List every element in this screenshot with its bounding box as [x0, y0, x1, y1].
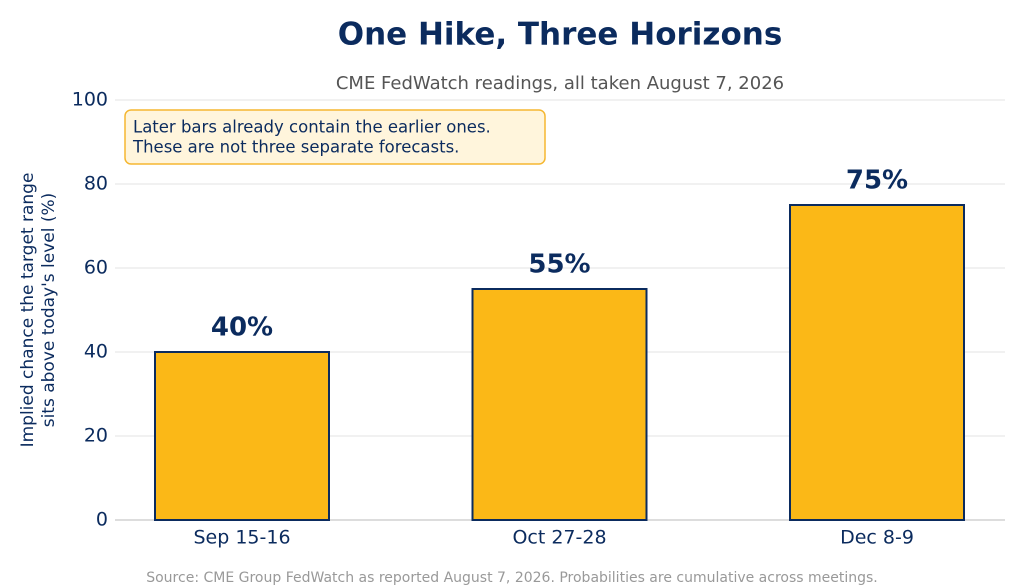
- x-tick-label: Dec 8-9: [840, 527, 914, 549]
- annotation-line: Later bars already contain the earlier o…: [133, 118, 491, 137]
- bar: [471, 288, 648, 521]
- y-tick-label: 40: [84, 341, 108, 363]
- value-label: 75%: [846, 166, 908, 196]
- chart-title: One Hike, Three Horizons: [338, 17, 783, 53]
- plot-area: 0 20 40 60 80 100 40% Sep 15-16 55% Oct 27-28 75% D…: [72, 89, 1005, 549]
- source-note: Source: CME Group FedWatch as reported A…: [146, 570, 878, 586]
- bar: [154, 351, 330, 521]
- annotation: Later bars already contain the earlier o…: [124, 109, 546, 165]
- y-tick-label: 60: [84, 257, 108, 279]
- bar: [789, 204, 965, 521]
- y-axis-label-line: Implied chance the target range: [18, 173, 38, 448]
- annotation-line: These are not three separate forecasts.: [132, 138, 459, 157]
- y-tick-label: 100: [72, 89, 108, 111]
- value-label: 40%: [211, 313, 273, 343]
- x-tick-label: Oct 27-28: [512, 527, 606, 549]
- y-tick-label: 0: [96, 509, 108, 531]
- annotation-box: [124, 109, 546, 165]
- value-label: 55%: [528, 250, 590, 280]
- y-axis-label: Implied chance the target range sits abo…: [18, 173, 59, 448]
- chart-subtitle: CME FedWatch readings, all taken August …: [336, 73, 784, 94]
- y-axis-label-line: sits above today's level (%): [39, 193, 59, 428]
- y-tick-label: 80: [84, 173, 108, 195]
- x-tick-label: Sep 15-16: [193, 527, 290, 549]
- y-tick-label: 20: [84, 425, 108, 447]
